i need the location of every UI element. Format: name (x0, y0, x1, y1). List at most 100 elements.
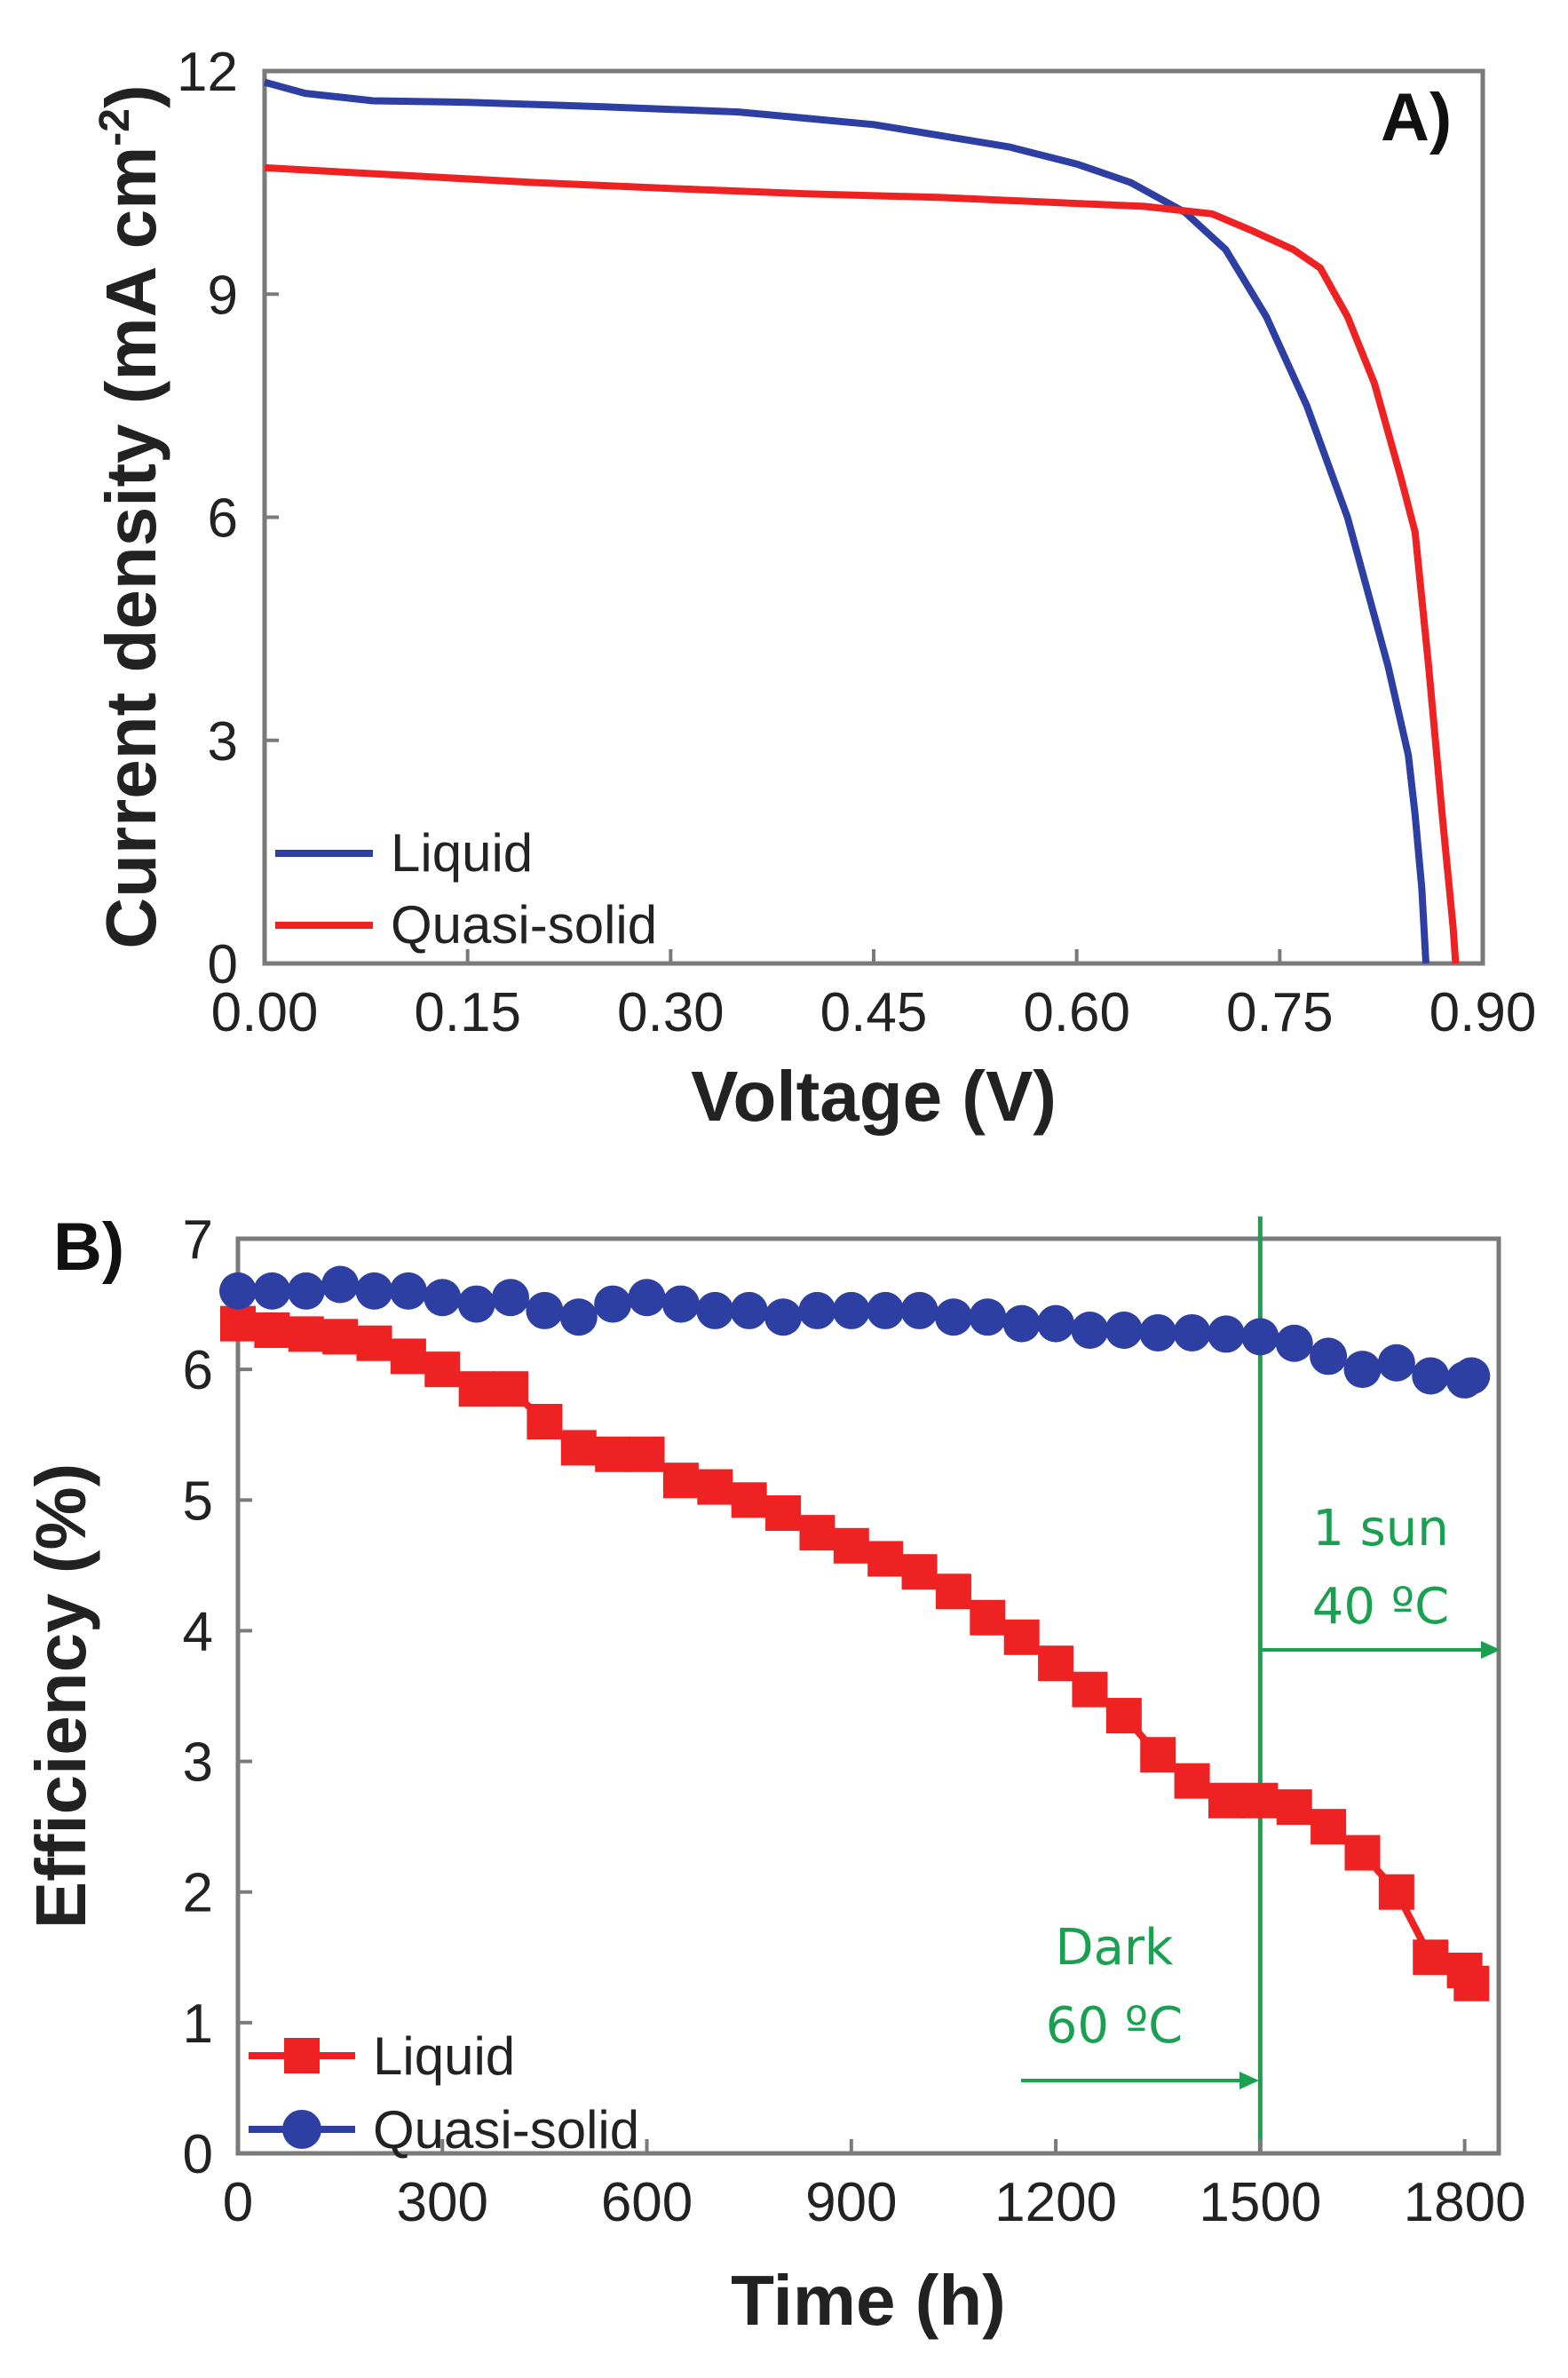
panel-b-point-quasi-solid (594, 1285, 632, 1323)
panel-b-x-tick-label: 1500 (1199, 2172, 1321, 2233)
panel-a-legend-label-liquid: Liquid (391, 823, 533, 883)
panel-b-y-tick-label: 1 (183, 1994, 213, 2055)
panel-b-point-liquid (254, 1312, 290, 1348)
panel-a-x-tick-label: 0.00 (211, 982, 319, 1043)
panel-b-point-liquid (765, 1495, 802, 1531)
panel-b-legend-marker-quasi-solid (282, 2110, 321, 2149)
panel-b-point-liquid (1378, 1874, 1414, 1910)
panel-b-point-liquid (1453, 1965, 1490, 2001)
annotation-1sun-line1: 1 sun (1312, 1500, 1449, 1558)
panel-b-point-quasi-solid (492, 1279, 530, 1317)
panel-b-point-liquid (901, 1554, 938, 1590)
panel-a-y-axis-title-main: Current density (mA cm (91, 147, 170, 949)
panel-a-series-layer (263, 78, 1460, 964)
panel-a-y-axis-title: Current density (mA cm-2) (91, 84, 170, 948)
panel-b-y-tick-label: 3 (183, 1732, 213, 1794)
panel-b-annotation-dark: Dark 60 ºC (1021, 1919, 1259, 2089)
panel-b-label: B) (53, 1209, 124, 1285)
annotation-1sun-arrowhead (1481, 1641, 1501, 1659)
panel-b-point-liquid (1242, 1782, 1279, 1819)
panel-b-point-quasi-solid (287, 1272, 325, 1310)
panel-b-x-tick-label: 0 (223, 2172, 253, 2233)
panel-a-y-axis-title-close: ) (91, 84, 170, 108)
panel-b-point-liquid (1174, 1763, 1210, 1799)
panel-b-point-quasi-solid (526, 1291, 564, 1329)
panel-a-y-tick-label: 0 (208, 934, 238, 995)
panel-a-label: A) (1381, 80, 1452, 155)
panel-b-point-quasi-solid (1207, 1315, 1245, 1353)
panel-b-point-liquid (1344, 1835, 1381, 1871)
panel-a-x-tick-label: 0.15 (414, 982, 521, 1043)
panel-b-point-liquid (1276, 1789, 1312, 1826)
panel-b-legend-label-liquid: Liquid (373, 2026, 515, 2086)
panel-b-point-quasi-solid (457, 1285, 495, 1323)
panel-b-x-tick-label: 300 (397, 2172, 488, 2233)
panel-b-x-tick-label: 1800 (1404, 2172, 1526, 2233)
panel-b-point-liquid (935, 1573, 971, 1610)
panel-b-point-liquid (288, 1316, 324, 1352)
panel-b-point-quasi-solid (867, 1291, 905, 1329)
panel-b-point-liquid (220, 1305, 256, 1342)
panel-a-x-axis-title: Voltage (V) (691, 1057, 1057, 1136)
panel-b-point-liquid (560, 1430, 597, 1466)
panel-b-x-tick-label: 600 (601, 2172, 693, 2233)
panel-b-point-quasi-solid (1241, 1318, 1279, 1356)
panel-a-x-tick-label: 0.75 (1226, 982, 1334, 1043)
panel-b-point-quasi-solid (661, 1285, 700, 1323)
panel-b-point-quasi-solid (832, 1291, 870, 1329)
panel-a-y-axis-title-superscript: -2 (91, 108, 139, 147)
panel-b-point-quasi-solid (1139, 1313, 1177, 1351)
panel-b-point-liquid (1311, 1809, 1347, 1845)
panel-b-point-quasi-solid (1071, 1312, 1109, 1349)
panel-b-point-quasi-solid (1275, 1324, 1313, 1362)
panel-b-legend-label-quasi-solid: Quasi-solid (373, 2100, 639, 2160)
panel-b-point-quasi-solid (355, 1272, 393, 1310)
panel-a-x-tick-label: 0.90 (1429, 982, 1537, 1043)
panel-a-y-ticks: 0 3 6 9 12 (177, 42, 279, 995)
panel-b-point-liquid (1413, 1939, 1449, 1976)
panel-a-x-tick-label: 0.30 (617, 982, 725, 1043)
panel-a-x-tick-label: 0.60 (1023, 982, 1130, 1043)
panel-b-point-liquid (629, 1436, 665, 1472)
panel-b-y-tick-label: 4 (183, 1601, 213, 1662)
panel-b-point-liquid (1003, 1619, 1040, 1655)
panel-a-y-tick-label: 9 (208, 265, 238, 326)
panel-b-point-quasi-solid (730, 1291, 768, 1329)
panel-b-point-quasi-solid (389, 1272, 427, 1310)
panel-b-point-quasi-solid (253, 1272, 291, 1310)
panel-b-point-quasi-solid (1453, 1357, 1491, 1395)
panel-a-x-tick-label: 0.45 (820, 982, 928, 1043)
panel-b-point-quasi-solid (969, 1298, 1007, 1336)
panel-b-point-liquid (1038, 1645, 1074, 1682)
annotation-dark-arrowhead (1239, 2072, 1259, 2089)
panel-b-point-liquid (527, 1404, 563, 1439)
panel-b-plot-frame (235, 1236, 1501, 2156)
panel-a-y-tick-label: 3 (208, 711, 238, 773)
panel-b-point-quasi-solid (1343, 1351, 1382, 1389)
panel-b-point-liquid (424, 1351, 461, 1388)
panel-b-point-liquid (390, 1338, 426, 1375)
panel-b-point-liquid (356, 1325, 392, 1361)
panel-b-point-liquid (697, 1469, 733, 1505)
panel-a-x-ticks: 0.00 0.15 0.30 0.45 0.60 0.75 0.90 (211, 949, 1537, 1043)
panel-b-point-liquid (493, 1371, 529, 1407)
panel-b-point-quasi-solid (1105, 1312, 1143, 1349)
panel-a-series-line-quasi-solid (264, 163, 1460, 964)
panel-b-series-layer (219, 1265, 1491, 2001)
panel-a-y-tick-label: 12 (177, 42, 238, 103)
panel-b-point-liquid (322, 1319, 359, 1355)
panel-b-point-liquid (731, 1482, 767, 1518)
panel-b-point-liquid (458, 1371, 495, 1407)
panel-b-series-line-liquid (237, 1320, 1475, 1986)
panel-b-point-quasi-solid (1037, 1304, 1075, 1343)
panel-b-legend: Liquid Quasi-solid (249, 2026, 639, 2160)
panel-a-series-line-liquid (263, 78, 1429, 964)
panel-b-point-quasi-solid (1173, 1313, 1211, 1351)
panel-b-y-ticks: 0 1 2 3 4 5 6 7 (183, 1209, 252, 2185)
panel-b-y-tick-label: 6 (183, 1340, 213, 1401)
panel-b-point-quasi-solid (1002, 1304, 1041, 1343)
panel-b-y-tick-label: 5 (183, 1470, 213, 1532)
panel-b-annotation-1sun: 1 sun 40 ºC (1259, 1500, 1501, 1659)
panel-b-x-tick-label: 900 (805, 2172, 897, 2233)
